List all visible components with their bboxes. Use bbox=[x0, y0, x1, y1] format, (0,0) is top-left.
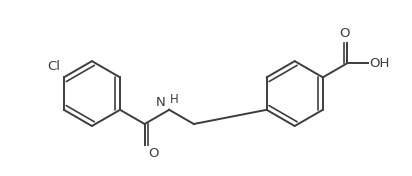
Text: O: O bbox=[149, 147, 159, 160]
Text: OH: OH bbox=[370, 57, 390, 70]
Text: O: O bbox=[339, 27, 350, 40]
Text: N: N bbox=[155, 96, 165, 109]
Text: Cl: Cl bbox=[47, 60, 60, 73]
Text: H: H bbox=[170, 93, 179, 106]
